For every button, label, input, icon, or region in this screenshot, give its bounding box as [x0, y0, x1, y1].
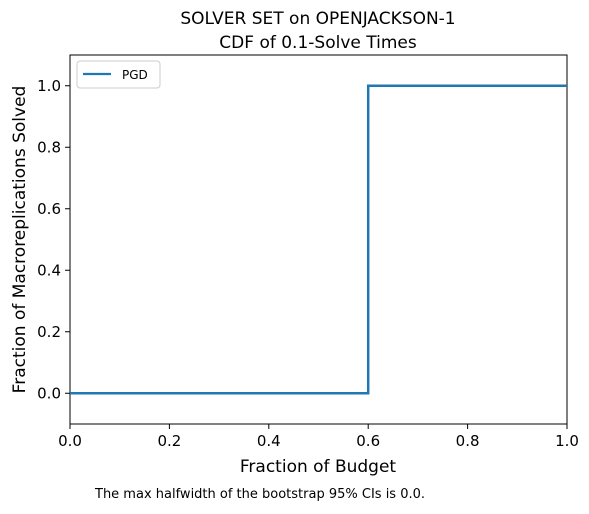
x-tick-label: 1.0 — [555, 432, 579, 450]
y-tick-label: 0.6 — [37, 200, 61, 218]
chart-subtitle: CDF of 0.1-Solve Times — [219, 33, 417, 53]
x-tick-label: 0.2 — [157, 432, 181, 450]
y-tick-label: 0.4 — [37, 261, 61, 279]
footnote: The max halfwidth of the bootstrap 95% C… — [95, 487, 426, 502]
series-line-pgd — [70, 84, 567, 395]
plot-frame — [69, 54, 568, 425]
x-tick-label: 0.6 — [356, 432, 380, 450]
x-tick-label: 0.4 — [257, 432, 281, 450]
series-layer — [70, 84, 567, 395]
y-tick-label: 1.0 — [37, 77, 61, 95]
x-axis-label: Fraction of Budget — [240, 457, 397, 477]
legend-label-pgd: PGD — [122, 68, 148, 82]
y-axis-label: Fraction of Macroreplications Solved — [10, 86, 30, 394]
x-tick-label: 0.8 — [456, 432, 480, 450]
chart-title: SOLVER SET on OPENJACKSON-1 — [180, 9, 455, 29]
legend: PGD — [76, 60, 161, 89]
y-tick-label: 0.2 — [37, 323, 61, 341]
x-tick-label: 0.0 — [58, 432, 82, 450]
y-axis-ticks: 0.0 0.2 0.4 0.6 0.8 1.0 — [37, 77, 70, 402]
y-tick-label: 0.8 — [37, 138, 61, 156]
x-axis-ticks: 0.0 0.2 0.4 0.6 0.8 1.0 — [58, 424, 579, 450]
y-tick-label: 0.0 — [37, 384, 61, 402]
legend-box — [76, 60, 161, 89]
